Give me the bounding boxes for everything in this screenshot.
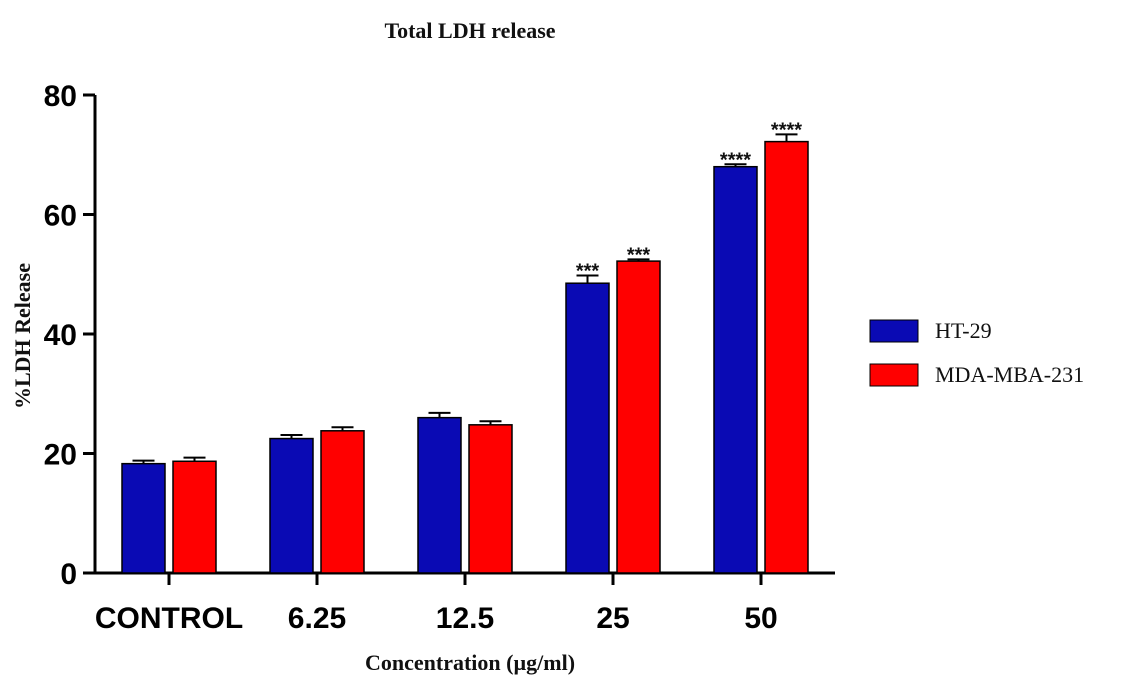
legend-label: HT-29 <box>935 318 992 343</box>
bar <box>417 416 462 574</box>
bar <box>468 424 513 574</box>
y-tick-label: 60 <box>44 200 77 233</box>
bar <box>320 430 365 574</box>
y-tick-label: 20 <box>44 439 77 472</box>
plot-area: 0 20 40 60 80 CONTROL 6.25 12.5 25 *** *** 50 **** **… <box>44 80 835 635</box>
bar <box>269 437 314 574</box>
bar <box>565 282 610 574</box>
y-axis-label: %LDH Release <box>10 263 35 409</box>
x-tick-label: 6.25 <box>288 602 346 635</box>
legend-swatch <box>869 363 919 387</box>
legend-swatch <box>869 319 919 343</box>
significance-label: *** <box>627 244 651 266</box>
bar <box>713 165 758 574</box>
significance-label: **** <box>771 119 802 141</box>
legend-label: MDA-MBA-231 <box>935 362 1084 387</box>
y-tick-label: 40 <box>44 319 77 352</box>
significance-label: *** <box>576 260 600 282</box>
bar <box>121 462 166 574</box>
y-tick-label: 80 <box>44 80 77 113</box>
x-tick-label: 12.5 <box>436 602 494 635</box>
x-tick-label: CONTROL <box>95 602 243 635</box>
y-tick-label: 0 <box>60 558 77 591</box>
x-tick-label: 25 <box>596 602 629 635</box>
chart-title: Total LDH release <box>384 18 555 43</box>
bar <box>764 140 809 574</box>
x-axis-label: Concentration (µg/ml) <box>365 650 575 675</box>
significance-label: **** <box>720 149 751 171</box>
bar <box>172 460 217 574</box>
legend: HT-29 MDA-MBA-231 <box>869 318 1084 387</box>
bar <box>616 260 661 574</box>
x-tick-label: 50 <box>744 602 777 635</box>
